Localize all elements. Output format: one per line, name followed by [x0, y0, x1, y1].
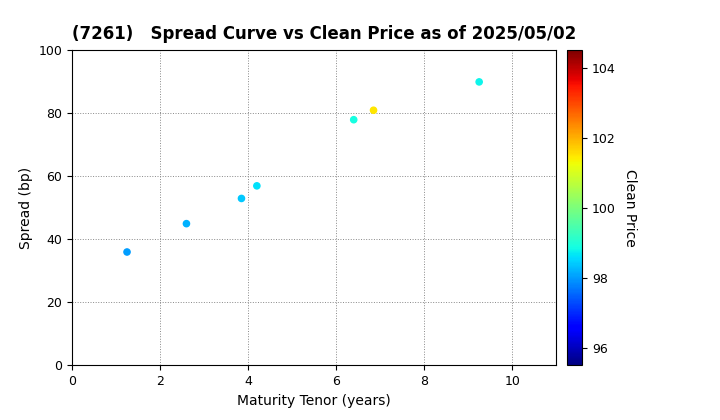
Y-axis label: Clean Price: Clean Price — [623, 169, 636, 247]
Point — [251, 182, 263, 189]
X-axis label: Maturity Tenor (years): Maturity Tenor (years) — [237, 394, 391, 408]
Point — [368, 107, 379, 113]
Point — [121, 249, 132, 255]
Point — [473, 79, 485, 85]
Point — [181, 220, 192, 227]
Text: (7261)   Spread Curve vs Clean Price as of 2025/05/02: (7261) Spread Curve vs Clean Price as of… — [72, 25, 576, 43]
Point — [235, 195, 247, 202]
Point — [348, 116, 359, 123]
Y-axis label: Spread (bp): Spread (bp) — [19, 167, 33, 249]
